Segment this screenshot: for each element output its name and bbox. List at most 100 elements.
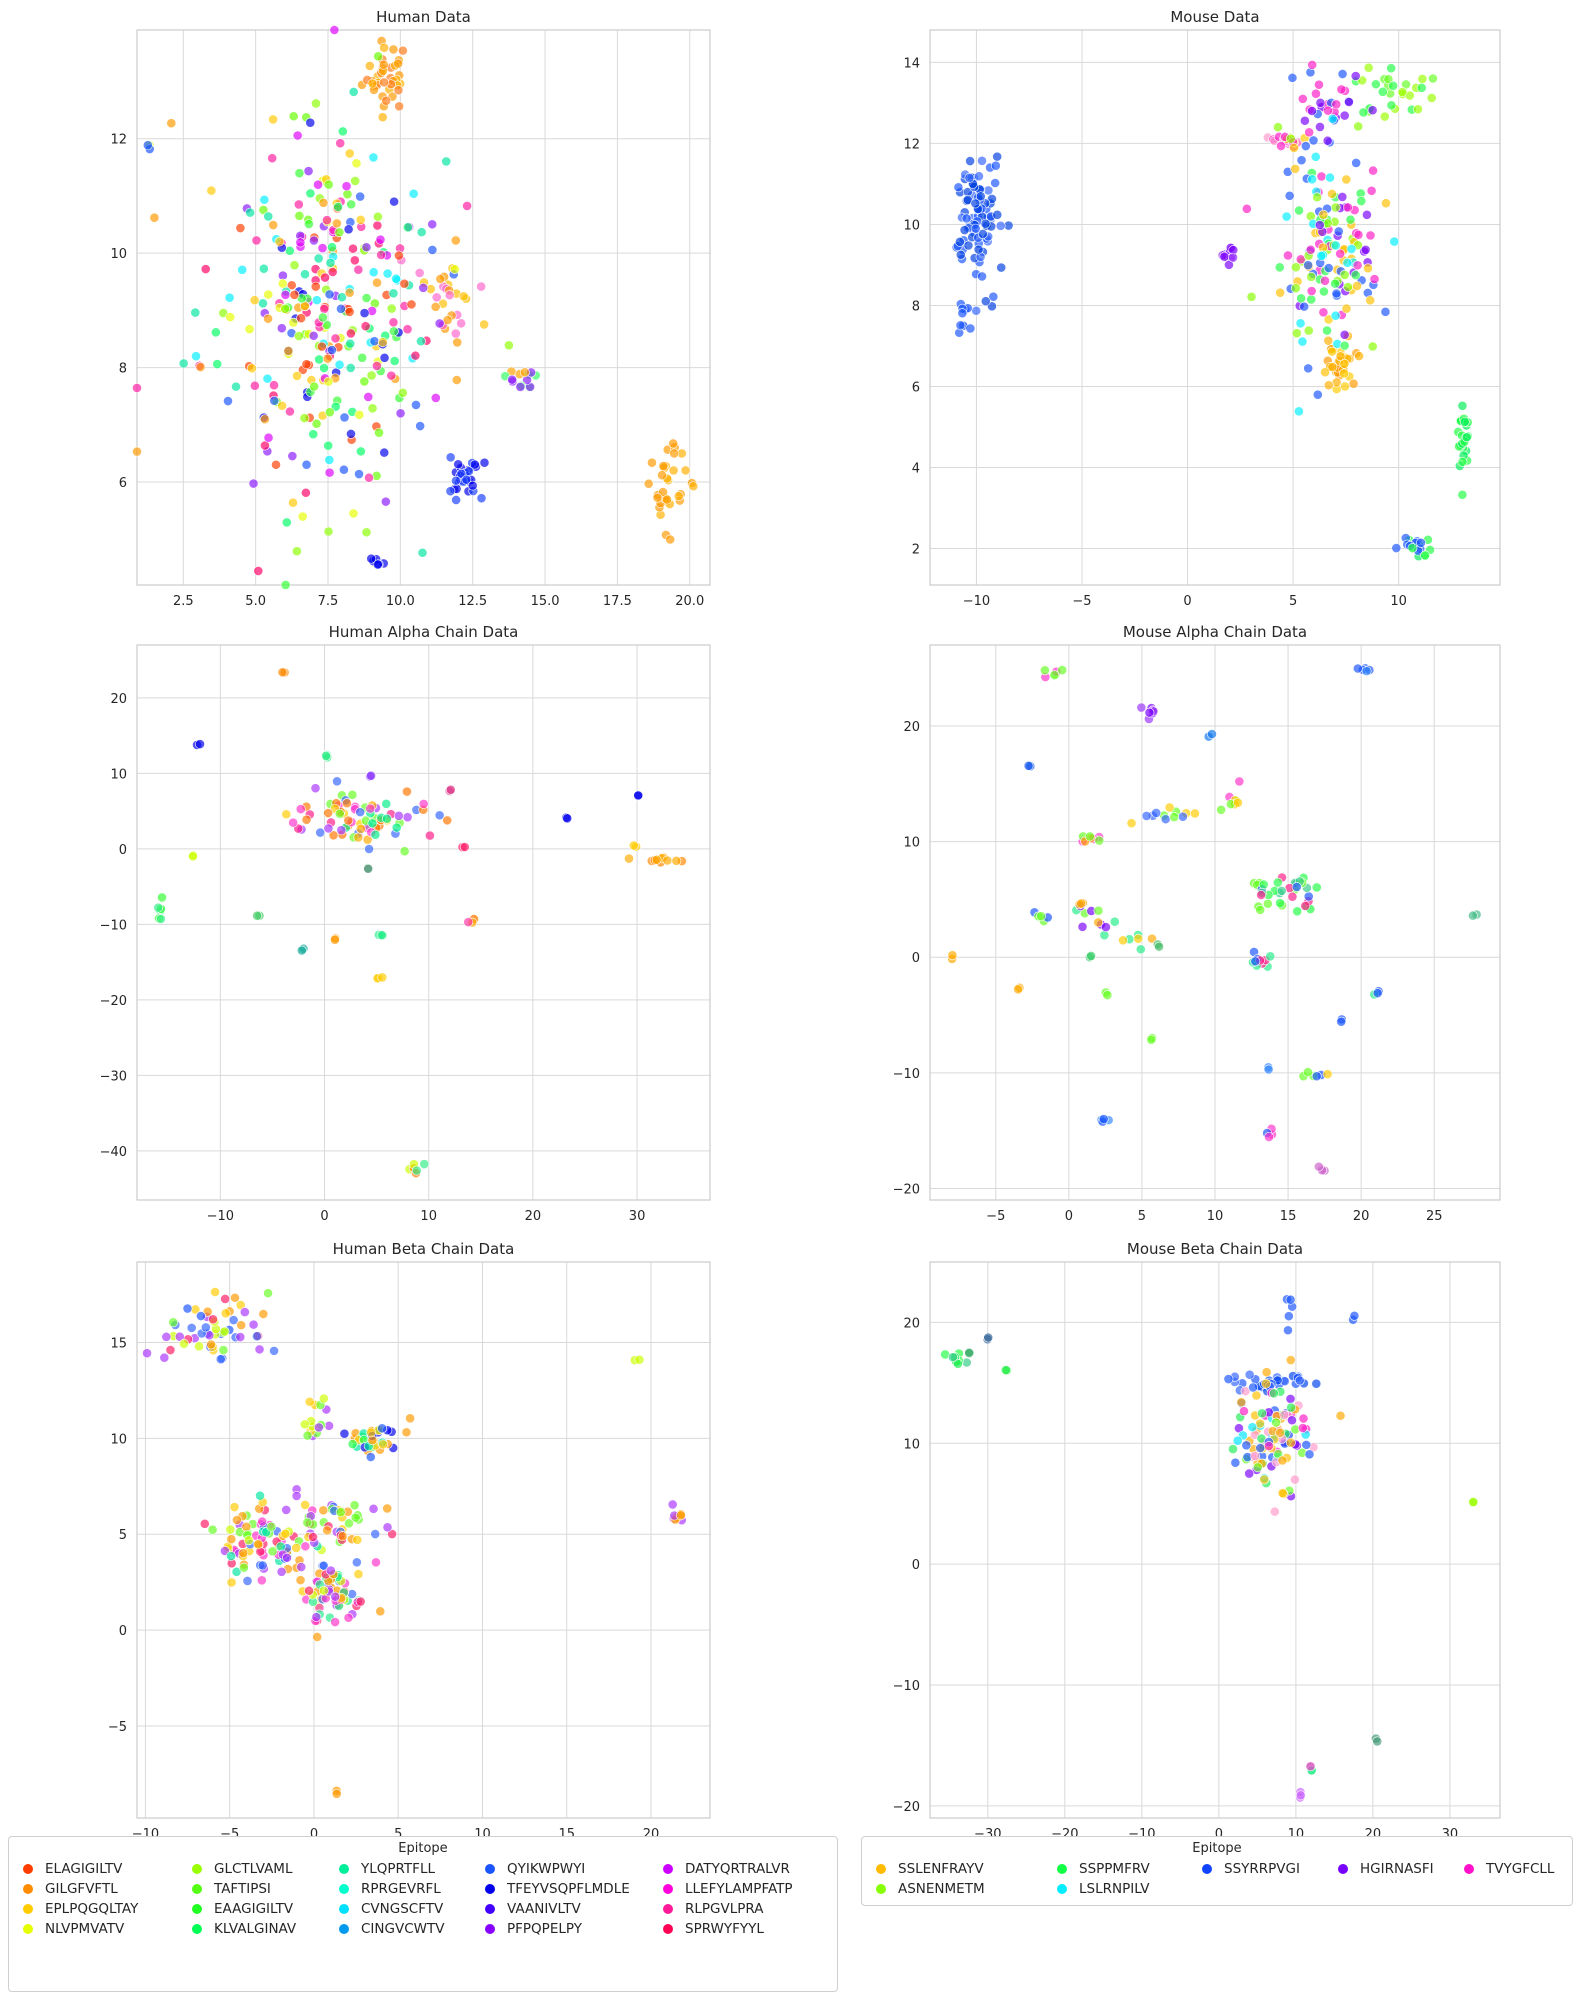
legend-marker [23,1904,33,1914]
data-point [333,201,343,212]
legend-title: Epitope [398,1841,448,1856]
data-point [947,950,958,961]
data-point [389,196,399,207]
data-point [355,807,366,818]
legend-title: Epitope [1192,1841,1242,1856]
data-point [402,812,413,823]
y-tick-label: 10 [903,836,920,851]
legend-item: CVNGSCFTV [339,1901,443,1917]
data-point [1207,729,1217,739]
data-point [959,225,970,235]
data-point [973,244,984,255]
data-point [1291,882,1302,892]
data-point [425,830,435,841]
data-point [317,243,328,253]
data-point [1331,99,1342,110]
data-point [1316,171,1327,182]
y-tick-label: 10 [110,767,127,782]
data-point [467,480,478,491]
data-point [354,409,365,420]
data-point [311,98,321,109]
y-tick-label: −10 [893,1679,920,1694]
data-point [451,475,461,486]
data-point [351,1557,362,1568]
data-point [1294,406,1304,417]
x-tick-label: 10 [420,1209,437,1224]
data-point [372,220,383,231]
data-point [199,1518,210,1529]
data-point [1283,250,1293,261]
data-point [1354,351,1364,361]
data-point [1352,281,1362,291]
data-point [225,1524,236,1535]
data-point [220,1308,231,1319]
data-point [1292,906,1303,917]
data-point [372,361,382,371]
data-point [1275,898,1285,908]
data-point [322,1525,333,1536]
plot-area [137,645,710,1200]
y-tick-label: 20 [110,692,127,707]
data-point [456,318,467,329]
data-point [1252,1462,1263,1473]
data-point [323,823,334,834]
data-point [191,351,201,362]
data-point [341,181,352,192]
data-point [355,191,366,202]
data-point [292,371,302,381]
data-point [345,328,356,339]
data-point [415,421,426,431]
data-point [1306,271,1317,282]
data-point [368,267,379,278]
data-point [955,249,966,260]
data-point [445,784,456,795]
data-point [1320,275,1330,286]
data-point [651,854,662,865]
data-point [276,1566,287,1577]
data-point [368,1503,379,1514]
data-point [393,85,404,96]
legend-marker [485,1884,495,1894]
data-point [200,1322,211,1333]
legend-item: SSYRRPVGI [1202,1861,1300,1877]
data-point [1258,879,1269,890]
data-point [1265,951,1276,962]
data-point [1297,336,1308,347]
data-point [1311,88,1321,99]
data-point [1416,82,1427,93]
data-point [408,188,419,199]
data-point [335,1507,346,1518]
legend-marker [485,1904,495,1914]
data-point [1316,251,1327,261]
data-point [325,1565,336,1576]
data-point [366,1427,377,1438]
data-point [391,273,401,284]
data-point [379,352,390,363]
data-point [190,307,201,318]
data-point [673,491,684,502]
data-point [230,1292,240,1303]
data-point [304,1585,314,1596]
legend-label: LSLRNPILV [1079,1881,1150,1897]
scatter-panel: −5 0 5 10 15 20 25 −20 −10 0 10 20 Mouse Alpha Chain… [893,623,1501,1224]
chart-title: Mouse Beta Chain Data [1127,1240,1303,1258]
y-tick-label: 20 [903,720,920,735]
data-point [1291,262,1301,273]
data-point [291,1543,302,1553]
data-point [389,356,400,366]
data-point [1358,107,1369,118]
data-point [1285,1437,1296,1448]
data-point [1256,890,1267,900]
data-point [334,359,345,370]
data-point [366,553,377,564]
data-point [299,413,310,424]
data-point [1285,133,1296,144]
data-point [977,229,988,239]
data-point [1318,307,1329,318]
data-point [1341,303,1352,314]
legend-marker [663,1924,673,1934]
data-point [330,1617,341,1627]
data-point [1337,192,1348,202]
data-point [1336,1016,1347,1027]
chart-title: Human Alpha Chain Data [329,623,519,641]
